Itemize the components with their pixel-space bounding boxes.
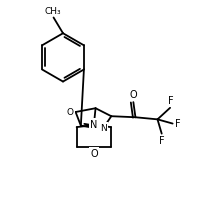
- Text: F: F: [175, 118, 180, 129]
- Text: F: F: [159, 136, 164, 146]
- Text: O: O: [67, 108, 74, 116]
- Text: F: F: [168, 96, 173, 106]
- Text: O: O: [90, 149, 98, 159]
- Text: O: O: [130, 90, 138, 100]
- Text: N: N: [100, 124, 107, 133]
- Text: N: N: [90, 120, 98, 130]
- Text: CH₃: CH₃: [44, 7, 61, 16]
